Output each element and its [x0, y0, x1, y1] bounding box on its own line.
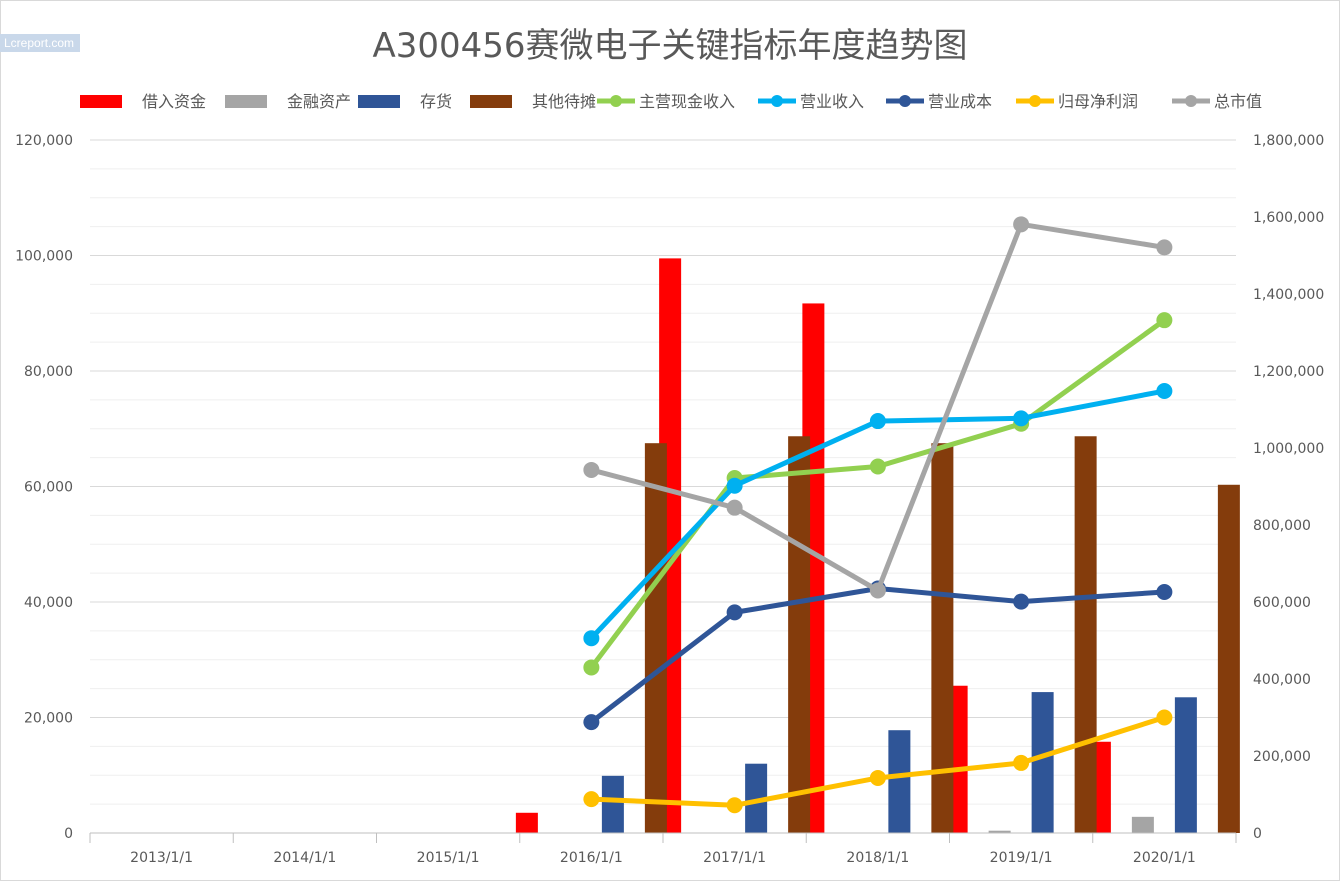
y-left-tick-label: 120,000	[15, 133, 73, 149]
line-point	[1156, 583, 1173, 600]
line-point	[726, 477, 743, 494]
x-tick-label: 2019/1/1	[990, 850, 1053, 866]
line-point	[1156, 239, 1173, 256]
line-point	[726, 604, 743, 621]
bar	[931, 443, 954, 833]
line-point	[1013, 410, 1030, 427]
chart-title: A300456赛微电子关键指标年度趋势图	[372, 26, 968, 66]
legend-label: 主营现金收入	[639, 92, 735, 111]
legend-marker	[771, 95, 783, 107]
x-tick-label: 2018/1/1	[846, 850, 909, 866]
y-right-tick-label: 600,000	[1253, 595, 1311, 611]
line-point	[869, 769, 886, 786]
legend-label: 其他待摊	[532, 92, 596, 111]
legend: 借入资金 金融资产 存货 其他待摊 主营现金收入 营业收入 营业成本 归母净利润 总市值	[80, 92, 1262, 111]
bar	[1074, 436, 1097, 833]
y-right-tick-label: 1,000,000	[1253, 441, 1324, 457]
line-point	[726, 797, 743, 814]
legend-marker	[1185, 95, 1197, 107]
x-tick-label: 2015/1/1	[417, 850, 480, 866]
legend-label: 营业成本	[928, 92, 992, 111]
x-tick-label: 2014/1/1	[273, 850, 336, 866]
bar	[601, 775, 624, 833]
bar	[1031, 692, 1054, 833]
y-left-tick-label: 0	[64, 826, 73, 842]
y-right-tick-label: 1,200,000	[1253, 364, 1324, 380]
x-tick-label: 2016/1/1	[560, 850, 623, 866]
bar	[1217, 484, 1240, 833]
line-point	[1013, 754, 1030, 771]
bar	[745, 763, 768, 833]
legend-swatch	[225, 95, 267, 108]
x-tick-label: 2017/1/1	[703, 850, 766, 866]
line-point	[869, 582, 886, 599]
legend-label: 总市值	[1214, 92, 1262, 111]
x-tick-label: 2020/1/1	[1133, 850, 1196, 866]
line-point	[583, 714, 600, 731]
legend-label: 借入资金	[142, 92, 206, 111]
axis-layer: 0 20,000 40,000 60,000 80,000 100,000 120,000 0…	[15, 133, 1324, 866]
line-point	[869, 413, 886, 430]
legend-label: 金融资产	[287, 92, 351, 111]
legend-swatch	[80, 95, 122, 108]
legend-label: 营业收入	[800, 92, 864, 111]
y-right-tick-label: 1,400,000	[1253, 287, 1324, 303]
line-point	[583, 791, 600, 808]
y-right-tick-label: 400,000	[1253, 672, 1311, 688]
bar	[644, 443, 667, 833]
y-right-tick-label: 200,000	[1253, 749, 1311, 765]
legend-label: 归母净利润	[1058, 92, 1138, 111]
bar	[1131, 816, 1154, 833]
x-tick-label: 2013/1/1	[130, 850, 193, 866]
line-point	[583, 461, 600, 478]
legend-marker	[610, 95, 622, 107]
legend-marker	[899, 95, 911, 107]
y-right-tick-label: 800,000	[1253, 518, 1311, 534]
y-right-tick-label: 1,600,000	[1253, 210, 1324, 226]
watermark: Lcreport.com	[0, 34, 81, 52]
legend-swatch	[470, 95, 512, 108]
bars-layer	[515, 258, 1240, 833]
line-point	[1156, 383, 1173, 400]
line-point	[869, 458, 886, 475]
bar	[888, 730, 911, 833]
bar	[1174, 697, 1197, 833]
lines-layer	[583, 216, 1173, 814]
y-left-tick-label: 20,000	[24, 711, 73, 727]
line-point	[726, 499, 743, 516]
y-left-tick-label: 80,000	[24, 364, 73, 380]
bar	[515, 812, 538, 833]
y-left-tick-label: 100,000	[15, 249, 73, 265]
line-point	[1156, 312, 1173, 329]
legend-label: 存货	[420, 92, 452, 111]
y-left-tick-label: 60,000	[24, 480, 73, 496]
line-point	[1013, 216, 1030, 233]
line-point	[583, 659, 600, 676]
line-point	[1013, 593, 1030, 610]
legend-swatch	[358, 95, 400, 108]
line-point	[1156, 709, 1173, 726]
bar	[788, 436, 811, 833]
y-right-tick-label: 1,800,000	[1253, 133, 1324, 149]
y-left-tick-label: 40,000	[24, 595, 73, 611]
line-point	[583, 630, 600, 647]
y-right-tick-label: 0	[1253, 826, 1262, 842]
bar	[988, 830, 1011, 833]
legend-marker	[1029, 95, 1041, 107]
